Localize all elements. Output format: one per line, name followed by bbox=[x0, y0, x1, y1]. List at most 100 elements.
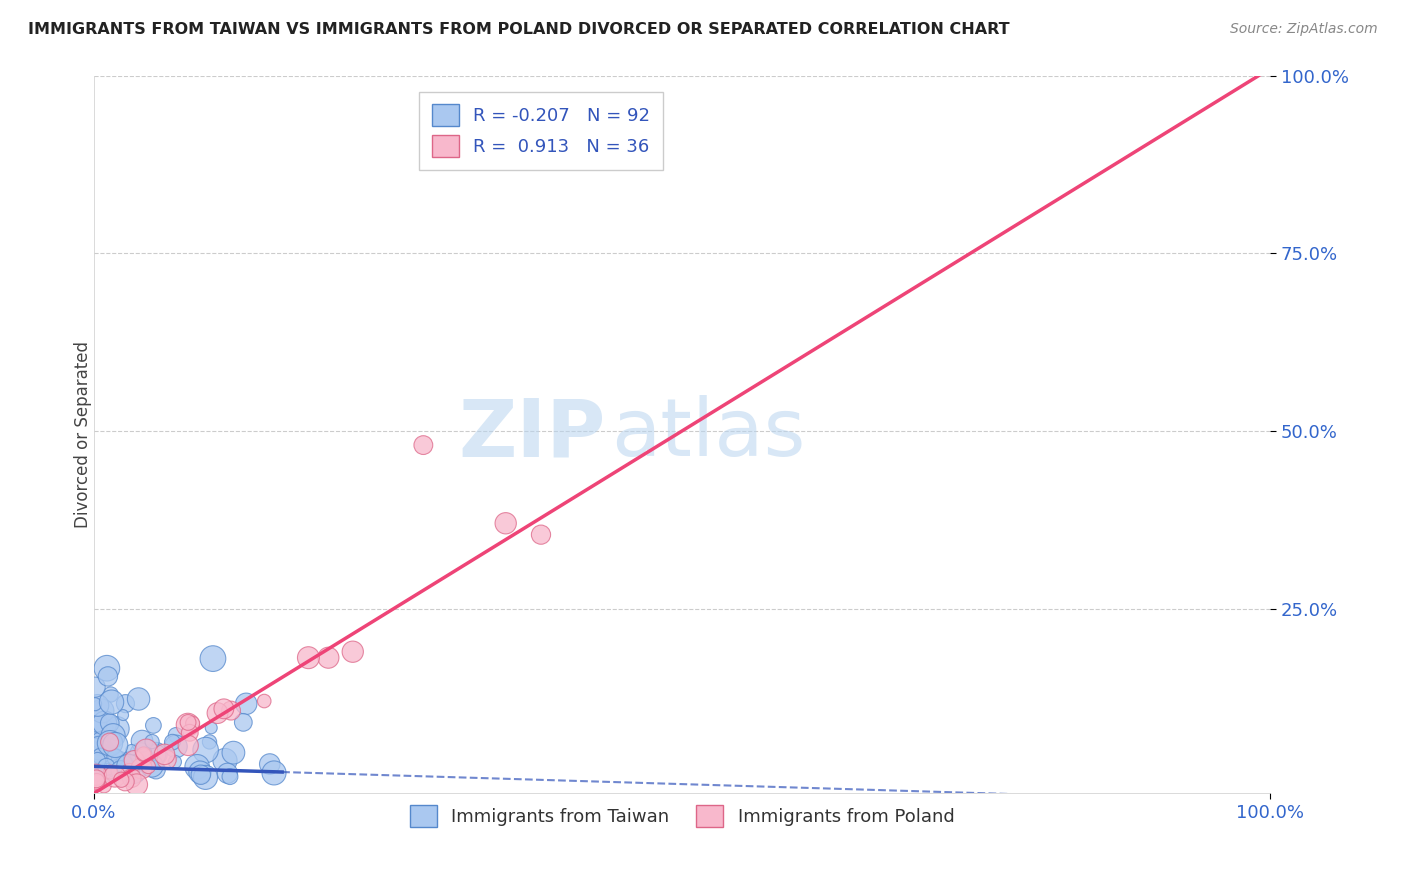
Point bbox=[219, 704, 242, 718]
Point bbox=[177, 718, 200, 732]
Point bbox=[165, 739, 187, 754]
Point bbox=[84, 768, 107, 782]
Point bbox=[110, 764, 132, 778]
Point bbox=[194, 743, 217, 757]
Point bbox=[114, 774, 136, 789]
Point bbox=[89, 733, 111, 747]
Point bbox=[141, 734, 163, 748]
Point bbox=[118, 759, 141, 773]
Point bbox=[201, 651, 224, 665]
Point bbox=[84, 680, 107, 694]
Point bbox=[129, 747, 152, 761]
Point bbox=[104, 734, 127, 748]
Point bbox=[91, 704, 114, 718]
Point bbox=[235, 697, 257, 711]
Point bbox=[135, 750, 157, 764]
Point bbox=[177, 739, 200, 753]
Point bbox=[94, 751, 117, 765]
Point bbox=[86, 776, 108, 790]
Point bbox=[212, 702, 235, 716]
Point bbox=[97, 669, 120, 683]
Point bbox=[145, 747, 167, 762]
Point bbox=[207, 706, 229, 720]
Point bbox=[412, 438, 434, 452]
Point bbox=[297, 650, 319, 665]
Point bbox=[112, 756, 135, 771]
Point bbox=[125, 778, 148, 792]
Text: atlas: atlas bbox=[612, 395, 806, 474]
Point bbox=[96, 740, 118, 755]
Point bbox=[93, 716, 115, 731]
Point bbox=[131, 761, 153, 775]
Point bbox=[145, 763, 167, 777]
Point bbox=[96, 760, 118, 774]
Point bbox=[131, 734, 153, 748]
Point bbox=[259, 757, 281, 772]
Point bbox=[98, 736, 121, 750]
Point bbox=[84, 751, 107, 765]
Point bbox=[89, 757, 111, 772]
Point bbox=[89, 749, 111, 764]
Point bbox=[93, 753, 115, 767]
Point bbox=[132, 756, 155, 771]
Point bbox=[84, 758, 107, 772]
Point bbox=[91, 722, 114, 736]
Point bbox=[165, 728, 187, 742]
Point bbox=[105, 762, 128, 776]
Text: IMMIGRANTS FROM TAIWAN VS IMMIGRANTS FROM POLAND DIVORCED OR SEPARATED CORRELATI: IMMIGRANTS FROM TAIWAN VS IMMIGRANTS FRO… bbox=[28, 22, 1010, 37]
Point bbox=[186, 760, 208, 774]
Point bbox=[86, 747, 108, 761]
Point bbox=[136, 758, 159, 772]
Point bbox=[105, 722, 128, 736]
Point bbox=[120, 756, 142, 770]
Point bbox=[198, 735, 221, 749]
Point bbox=[100, 688, 122, 702]
Point bbox=[100, 752, 122, 766]
Point bbox=[101, 729, 124, 743]
Point bbox=[104, 769, 127, 783]
Point bbox=[162, 735, 184, 749]
Point bbox=[96, 760, 118, 774]
Text: Source: ZipAtlas.com: Source: ZipAtlas.com bbox=[1230, 22, 1378, 37]
Point bbox=[98, 716, 121, 731]
Point bbox=[222, 746, 245, 760]
Point bbox=[318, 650, 340, 665]
Point bbox=[103, 747, 125, 762]
Point bbox=[142, 718, 165, 732]
Point bbox=[86, 754, 108, 768]
Point bbox=[181, 716, 204, 731]
Point bbox=[156, 753, 179, 767]
Point bbox=[86, 722, 108, 736]
Point bbox=[89, 762, 111, 776]
Point bbox=[86, 772, 108, 786]
Point bbox=[190, 768, 212, 782]
Point bbox=[163, 755, 186, 769]
Point bbox=[84, 761, 107, 775]
Point bbox=[214, 754, 236, 768]
Point bbox=[135, 743, 157, 757]
Legend: Immigrants from Taiwan, Immigrants from Poland: Immigrants from Taiwan, Immigrants from … bbox=[402, 798, 962, 835]
Point bbox=[84, 697, 107, 711]
Point bbox=[253, 694, 276, 708]
Point bbox=[118, 761, 141, 775]
Point bbox=[110, 758, 132, 772]
Text: ZIP: ZIP bbox=[458, 395, 606, 474]
Point bbox=[217, 766, 239, 780]
Point bbox=[86, 740, 108, 755]
Point bbox=[98, 762, 121, 776]
Point bbox=[179, 726, 201, 740]
Point bbox=[141, 759, 163, 773]
Point bbox=[89, 755, 111, 769]
Point bbox=[84, 754, 107, 768]
Point bbox=[128, 692, 150, 706]
Point bbox=[96, 661, 118, 675]
Point bbox=[87, 698, 110, 713]
Point bbox=[104, 738, 127, 752]
Point bbox=[188, 765, 211, 780]
Point bbox=[118, 764, 141, 779]
Y-axis label: Divorced or Separated: Divorced or Separated bbox=[75, 341, 91, 528]
Point bbox=[98, 735, 121, 749]
Point bbox=[153, 747, 176, 762]
Point bbox=[93, 779, 115, 793]
Point bbox=[125, 754, 148, 768]
